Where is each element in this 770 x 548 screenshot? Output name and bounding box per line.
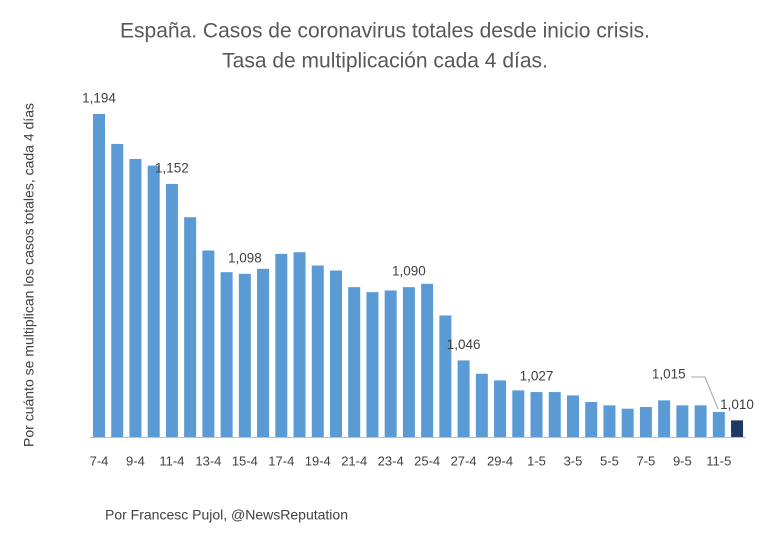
bar xyxy=(475,373,488,437)
bar xyxy=(548,392,561,437)
source-note: Por Francesc Pujol, @NewsReputation xyxy=(105,507,348,523)
data-label: 1,090 xyxy=(392,264,426,279)
x-tick-label: 21-4 xyxy=(341,453,367,468)
bar xyxy=(457,360,470,437)
bar xyxy=(293,252,306,437)
x-tick-label: 11-4 xyxy=(159,453,184,468)
x-tick-label: 1-5 xyxy=(527,453,546,468)
data-label: 1,010 xyxy=(720,397,754,412)
x-tick-label: 27-4 xyxy=(451,453,477,468)
bar xyxy=(111,143,124,437)
x-tick-label: 29-4 xyxy=(487,453,513,468)
bar xyxy=(311,265,324,437)
data-label: 1,194 xyxy=(82,91,116,106)
bar xyxy=(184,217,197,437)
bar xyxy=(202,250,215,437)
x-tick-label: 19-4 xyxy=(305,453,331,468)
bar xyxy=(329,270,342,437)
x-tick-label: 7-4 xyxy=(90,453,109,468)
bar xyxy=(676,405,689,437)
x-tick-label: 7-5 xyxy=(637,453,656,468)
bar xyxy=(603,405,616,437)
bar xyxy=(220,272,233,437)
chart-title: España. Casos de coronavirus totales des… xyxy=(120,20,650,43)
x-tick-label: 23-4 xyxy=(378,453,404,468)
bar xyxy=(402,287,415,437)
bar xyxy=(658,400,671,437)
chart-subtitle: Tasa de multiplicación cada 4 días. xyxy=(222,50,548,73)
bar xyxy=(275,253,288,437)
x-tick-label: 9-5 xyxy=(673,453,692,468)
x-tick-label: 3-5 xyxy=(564,453,583,468)
x-tick-label: 11-5 xyxy=(706,453,731,468)
bar xyxy=(585,402,598,437)
bar xyxy=(694,405,707,437)
x-tick-label: 5-5 xyxy=(600,453,619,468)
bar xyxy=(238,273,251,437)
x-tick-label: 13-4 xyxy=(195,453,221,468)
bar xyxy=(348,287,361,437)
bar xyxy=(731,420,744,437)
bar xyxy=(421,283,434,437)
leader-line xyxy=(691,376,719,410)
y-axis-label: Por cuánto se multiplican los casos tota… xyxy=(21,103,37,447)
bar xyxy=(566,395,579,437)
bar xyxy=(257,268,270,437)
bar xyxy=(384,290,397,437)
bar xyxy=(621,408,634,437)
x-tick-label: 17-4 xyxy=(268,453,294,468)
x-tick-label: 25-4 xyxy=(414,453,440,468)
x-tick-label: 15-4 xyxy=(232,453,258,468)
bar xyxy=(165,183,178,437)
bar xyxy=(147,165,160,438)
data-label: 1,027 xyxy=(520,369,554,384)
bar xyxy=(512,390,525,437)
bar xyxy=(639,407,652,437)
bar xyxy=(93,113,105,438)
data-label: 1,046 xyxy=(447,337,481,352)
bar xyxy=(129,158,142,437)
data-label: 1,015 xyxy=(652,367,686,382)
bar xyxy=(366,292,379,437)
x-tick-label: 9-4 xyxy=(126,453,145,468)
data-label: 1,152 xyxy=(155,160,189,175)
bar xyxy=(530,392,543,437)
bar xyxy=(439,315,452,437)
data-label: 1,098 xyxy=(228,250,262,265)
bar xyxy=(494,380,507,437)
bar xyxy=(712,412,725,437)
